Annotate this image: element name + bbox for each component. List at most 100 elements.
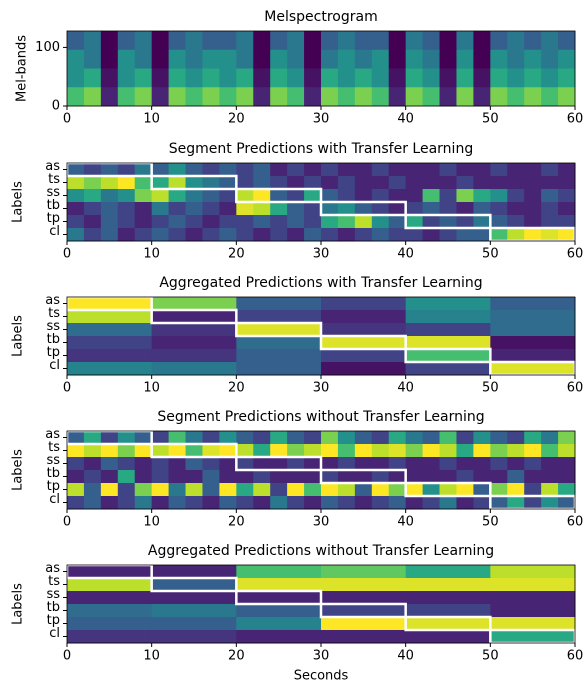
heatmap-cell (152, 176, 169, 190)
heatmap-cell (152, 578, 237, 592)
heatmap-cell (507, 202, 524, 216)
x-tick-label: 50 (482, 381, 499, 396)
heatmap-cell (101, 470, 118, 484)
heatmap-cell (219, 163, 236, 177)
heatmap-cell (389, 176, 406, 190)
heatmap-cell (253, 31, 270, 50)
x-tick-label: 20 (228, 247, 245, 262)
heatmap-cell (270, 228, 287, 242)
heatmap-cell (236, 336, 321, 350)
heatmap-cell (406, 310, 491, 324)
y-tick-label: 0 (52, 99, 60, 114)
heatmap-cell (219, 228, 236, 242)
heatmap-cell (219, 50, 236, 69)
heatmap-cell (473, 483, 490, 497)
heatmap-cell (219, 457, 236, 471)
heatmap-cell (321, 431, 338, 445)
heatmap-cell (287, 202, 304, 216)
x-tick-label: 10 (143, 515, 160, 530)
heatmap-cell (558, 470, 575, 484)
heatmap-cell (321, 50, 338, 69)
x-tick-label: 10 (143, 381, 160, 396)
heatmap-cell (135, 163, 152, 177)
heatmap-cell (67, 50, 84, 69)
heatmap-cell (135, 189, 152, 203)
heatmap-cell (270, 496, 287, 510)
heatmap-cell (541, 496, 558, 510)
heatmap-cell (440, 69, 457, 88)
heatmap-cell (338, 228, 355, 242)
heatmap-cell (321, 176, 338, 190)
heatmap-cell (236, 617, 321, 631)
heatmap-cell (152, 50, 169, 69)
heatmap-cell (423, 496, 440, 510)
heatmap-cell (186, 431, 203, 445)
heatmap-cell (202, 457, 219, 471)
heatmap-cell (84, 189, 101, 203)
heatmap-cell (507, 431, 524, 445)
heatmap-cell (558, 444, 575, 458)
heatmap-cell (406, 87, 423, 106)
heatmap-cell (541, 163, 558, 177)
heatmap-cell (490, 349, 575, 363)
heatmap-cell (236, 176, 253, 190)
heatmap-cell (456, 87, 473, 106)
heatmap-cell (541, 215, 558, 229)
heatmap-cell (507, 50, 524, 69)
heatmap-cell (541, 31, 558, 50)
heatmap-cell (473, 470, 490, 484)
heatmap-cell (152, 189, 169, 203)
heatmap-cell (338, 163, 355, 177)
heatmap-cell (152, 431, 169, 445)
heatmap-cell (456, 163, 473, 177)
heatmap-cell (372, 444, 389, 458)
heatmap-cell (287, 189, 304, 203)
heatmap-cell (270, 189, 287, 203)
heatmap-cell (423, 69, 440, 88)
x-tick-label: 20 (228, 381, 245, 396)
heatmap-cell (321, 31, 338, 50)
heatmap-cell (558, 31, 575, 50)
heatmap-cell (118, 69, 135, 88)
heatmap-cell (321, 604, 406, 618)
x-tick-label: 50 (482, 247, 499, 262)
heatmap-cell (338, 176, 355, 190)
heatmap-cell (270, 202, 287, 216)
heatmap-cell (406, 50, 423, 69)
heatmap-cell (338, 431, 355, 445)
y-tick-label: cl (49, 224, 60, 239)
heatmap-cell (338, 31, 355, 50)
heatmap-cell (558, 50, 575, 69)
heatmap-cell (135, 470, 152, 484)
heatmap-cell (490, 87, 507, 106)
heatmap-cell (118, 50, 135, 69)
heatmap-cell (406, 496, 423, 510)
heatmap-cell (67, 578, 152, 592)
heatmap-cell (287, 457, 304, 471)
heatmap-cell (169, 215, 186, 229)
heatmap-cell (287, 431, 304, 445)
heatmap-cell (84, 431, 101, 445)
heatmap-cell (236, 69, 253, 88)
heatmap-cell (219, 483, 236, 497)
heatmap-cell (186, 176, 203, 190)
heatmap-cell (321, 336, 406, 350)
heatmap-cell (490, 617, 575, 631)
x-tick-label: 30 (313, 649, 330, 664)
heatmap-cell (389, 483, 406, 497)
x-tick-label: 10 (143, 649, 160, 664)
heatmap-cell (423, 431, 440, 445)
heatmap-cell (440, 87, 457, 106)
heatmap-cell (202, 69, 219, 88)
heatmap-cell (152, 604, 237, 618)
heatmap-cell (406, 457, 423, 471)
heatmap-cell (440, 163, 457, 177)
heatmap-cell (169, 483, 186, 497)
heatmap-cell (473, 457, 490, 471)
heatmap-cell (558, 163, 575, 177)
heatmap-cell (558, 431, 575, 445)
heatmap-cell (473, 69, 490, 88)
heatmap-cell (507, 31, 524, 50)
heatmap-cell (456, 483, 473, 497)
heatmap-cell (152, 565, 237, 579)
